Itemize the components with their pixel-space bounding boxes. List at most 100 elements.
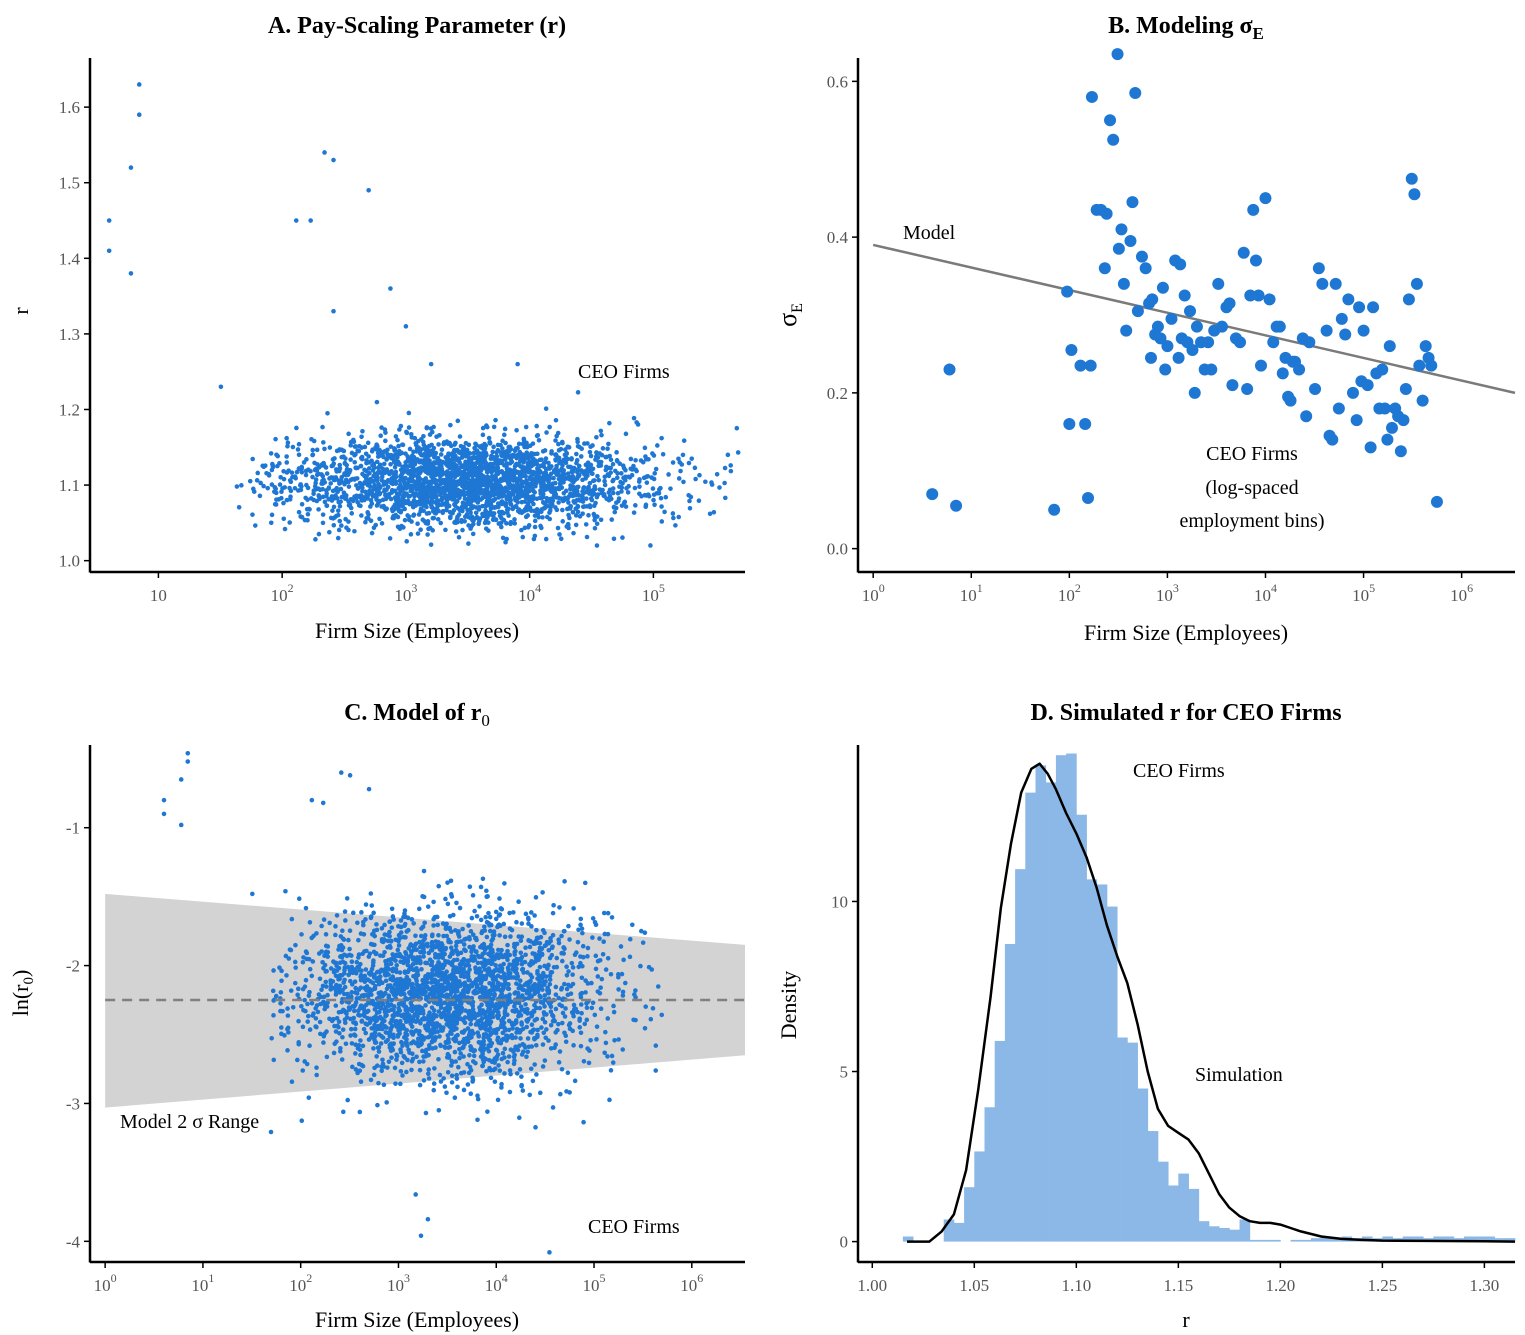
- data-point: [319, 923, 324, 929]
- data-point: [484, 498, 490, 504]
- data-point: [393, 434, 399, 439]
- data-point: [431, 1008, 437, 1013]
- data-point: [294, 425, 299, 431]
- data-point: [574, 451, 579, 457]
- data-point: [576, 463, 582, 469]
- data-point: [313, 480, 318, 486]
- data-point: [394, 977, 400, 982]
- data-point: [620, 463, 626, 468]
- y-tick-label: 1.3: [59, 325, 80, 344]
- data-point: [425, 471, 431, 476]
- data-point: [331, 504, 337, 510]
- data-point: [340, 928, 345, 933]
- data-point: [280, 486, 285, 491]
- data-point: [425, 521, 431, 526]
- data-point: [335, 512, 341, 518]
- data-point: [620, 989, 626, 995]
- data-point: [454, 1072, 459, 1078]
- data-point: [321, 1001, 327, 1007]
- data-point: [561, 468, 567, 473]
- data-point: [295, 447, 301, 452]
- data-point: [497, 896, 502, 901]
- data-point: [389, 906, 395, 912]
- data-point: [519, 527, 524, 533]
- data-point: [309, 973, 315, 979]
- data-point: [555, 1027, 560, 1033]
- data-point: [519, 488, 525, 494]
- data-point: [389, 490, 395, 495]
- data-point: [506, 513, 511, 518]
- data-point: [565, 496, 570, 502]
- data-point: [1084, 359, 1097, 372]
- data-point: [534, 496, 540, 502]
- data-point: [382, 448, 388, 454]
- data-point: [408, 431, 414, 437]
- data-point: [500, 438, 505, 444]
- data-point: [553, 438, 558, 443]
- data-point: [632, 485, 638, 491]
- data-point: [1139, 262, 1152, 275]
- data-point: [409, 1030, 415, 1036]
- data-point: [508, 1071, 513, 1077]
- data-point: [532, 941, 538, 946]
- data-point: [376, 453, 382, 459]
- data-point: [320, 424, 325, 430]
- data-point: [483, 1023, 489, 1029]
- data-point: [555, 430, 561, 436]
- data-point: [331, 522, 337, 528]
- data-point: [300, 1068, 306, 1073]
- data-point: [468, 515, 474, 521]
- data-point: [389, 1055, 394, 1060]
- data-point: [268, 1129, 274, 1135]
- data-point: [1129, 87, 1142, 100]
- data-point: [581, 486, 586, 491]
- data-point: [448, 492, 453, 498]
- data-point: [254, 478, 260, 483]
- data-point: [482, 446, 488, 451]
- data-point: [460, 475, 465, 481]
- data-point: [436, 442, 441, 447]
- data-point: [607, 420, 612, 426]
- data-point: [393, 474, 399, 480]
- data-point: [285, 1026, 290, 1032]
- data-point: [521, 1043, 527, 1048]
- data-point: [418, 465, 424, 470]
- data-point: [505, 489, 511, 495]
- data-point: [462, 1015, 468, 1020]
- data-point: [533, 1042, 539, 1048]
- data-point: [443, 483, 448, 489]
- data-point: [619, 489, 624, 494]
- x-tick-label: 104: [518, 581, 541, 605]
- x-tick-label: 101: [960, 581, 983, 605]
- data-point: [363, 519, 368, 525]
- data-point: [337, 447, 342, 452]
- data-point: [377, 516, 382, 522]
- data-point: [1190, 320, 1203, 333]
- data-point: [448, 945, 454, 950]
- data-point: [603, 1040, 609, 1046]
- data-point: [643, 1004, 649, 1009]
- data-point: [529, 451, 534, 456]
- data-point: [458, 939, 464, 944]
- data-point: [476, 488, 482, 494]
- data-point: [600, 446, 606, 451]
- data-point: [394, 1057, 399, 1062]
- data-point: [532, 524, 538, 530]
- data-point: [431, 1087, 437, 1093]
- data-point: [578, 1043, 584, 1049]
- panel-b-annotation-employment-bins: employment bins): [1180, 510, 1325, 532]
- data-point: [398, 918, 404, 923]
- data-point: [353, 465, 359, 471]
- data-point: [468, 494, 473, 499]
- data-point: [622, 980, 628, 986]
- data-point: [566, 982, 571, 988]
- data-point: [361, 1026, 367, 1032]
- data-point: [319, 987, 324, 993]
- data-point: [475, 478, 481, 484]
- data-point: [362, 467, 367, 473]
- data-point: [374, 459, 380, 465]
- data-point: [462, 989, 467, 995]
- data-point: [1188, 386, 1201, 399]
- data-point: [331, 308, 336, 314]
- data-point: [501, 500, 506, 506]
